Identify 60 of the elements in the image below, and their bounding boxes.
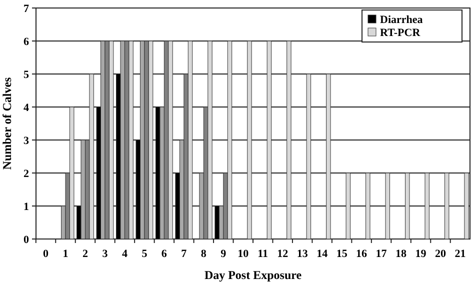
x-tick-label: 18: [396, 248, 408, 260]
bar: [286, 40, 292, 240]
bar: [385, 172, 390, 240]
y-tick-label: 7: [24, 2, 30, 15]
bar: [266, 40, 272, 240]
x-tick-label: 3: [102, 248, 108, 260]
bar: [208, 40, 212, 240]
x-tick-label: 12: [277, 248, 289, 260]
y-tick-label: 5: [24, 68, 30, 81]
x-tick-label: 10: [238, 248, 250, 260]
y-tick-label: 3: [24, 134, 30, 147]
x-tick-label: 16: [356, 248, 368, 260]
y-tick-label: 1: [24, 200, 29, 213]
x-tick-label: 1: [62, 248, 68, 260]
bar: [120, 40, 125, 240]
bar: [326, 74, 331, 240]
x-tick-label: 17: [376, 248, 388, 260]
x-tick-label: 20: [434, 248, 446, 260]
x-tick-label: 9: [220, 248, 227, 260]
bar: [168, 40, 173, 240]
x-tick-label: 8: [200, 248, 207, 260]
bar: [89, 74, 94, 240]
bar: [144, 40, 149, 240]
x-tick-label: 13: [296, 248, 308, 260]
bar: [148, 40, 154, 240]
bar: [444, 172, 450, 240]
bar: [227, 40, 232, 240]
x-tick-label: 14: [316, 248, 328, 260]
bar: [108, 40, 114, 240]
bar: [104, 40, 110, 240]
legend-label: RT-PCR: [380, 26, 422, 39]
x-tick-label: 4: [122, 248, 128, 260]
x-axis-title: Day Post Exposure: [204, 268, 302, 282]
legend-label: Diarrhea: [380, 14, 424, 26]
x-tick-label: 5: [142, 248, 148, 260]
bar: [464, 172, 469, 240]
y-tick-label: 6: [24, 36, 30, 48]
x-tick-label: 15: [336, 248, 348, 260]
bar: [128, 40, 134, 240]
x-tick-label: 7: [181, 248, 188, 260]
bar: [214, 206, 220, 240]
y-tick-label: 0: [24, 234, 30, 246]
bar: [424, 172, 430, 240]
y-tick-label: 4: [24, 102, 30, 114]
x-tick-label: 2: [82, 248, 88, 260]
bar: [69, 106, 74, 240]
bar: [306, 74, 312, 240]
bar: [346, 172, 351, 240]
y-axis-title: Number of Calves: [0, 76, 14, 170]
bar: [404, 172, 410, 240]
x-tick-label: 6: [161, 248, 168, 260]
bar: [247, 40, 252, 240]
bar: [188, 40, 193, 240]
x-tick-label: 19: [415, 248, 427, 260]
x-tick-label: 21: [454, 248, 466, 260]
bar: [80, 140, 86, 240]
x-tick-label: 0: [43, 248, 50, 260]
bar: [366, 172, 370, 240]
y-tick-label: 2: [24, 168, 30, 180]
x-tick-label: 11: [258, 248, 268, 260]
